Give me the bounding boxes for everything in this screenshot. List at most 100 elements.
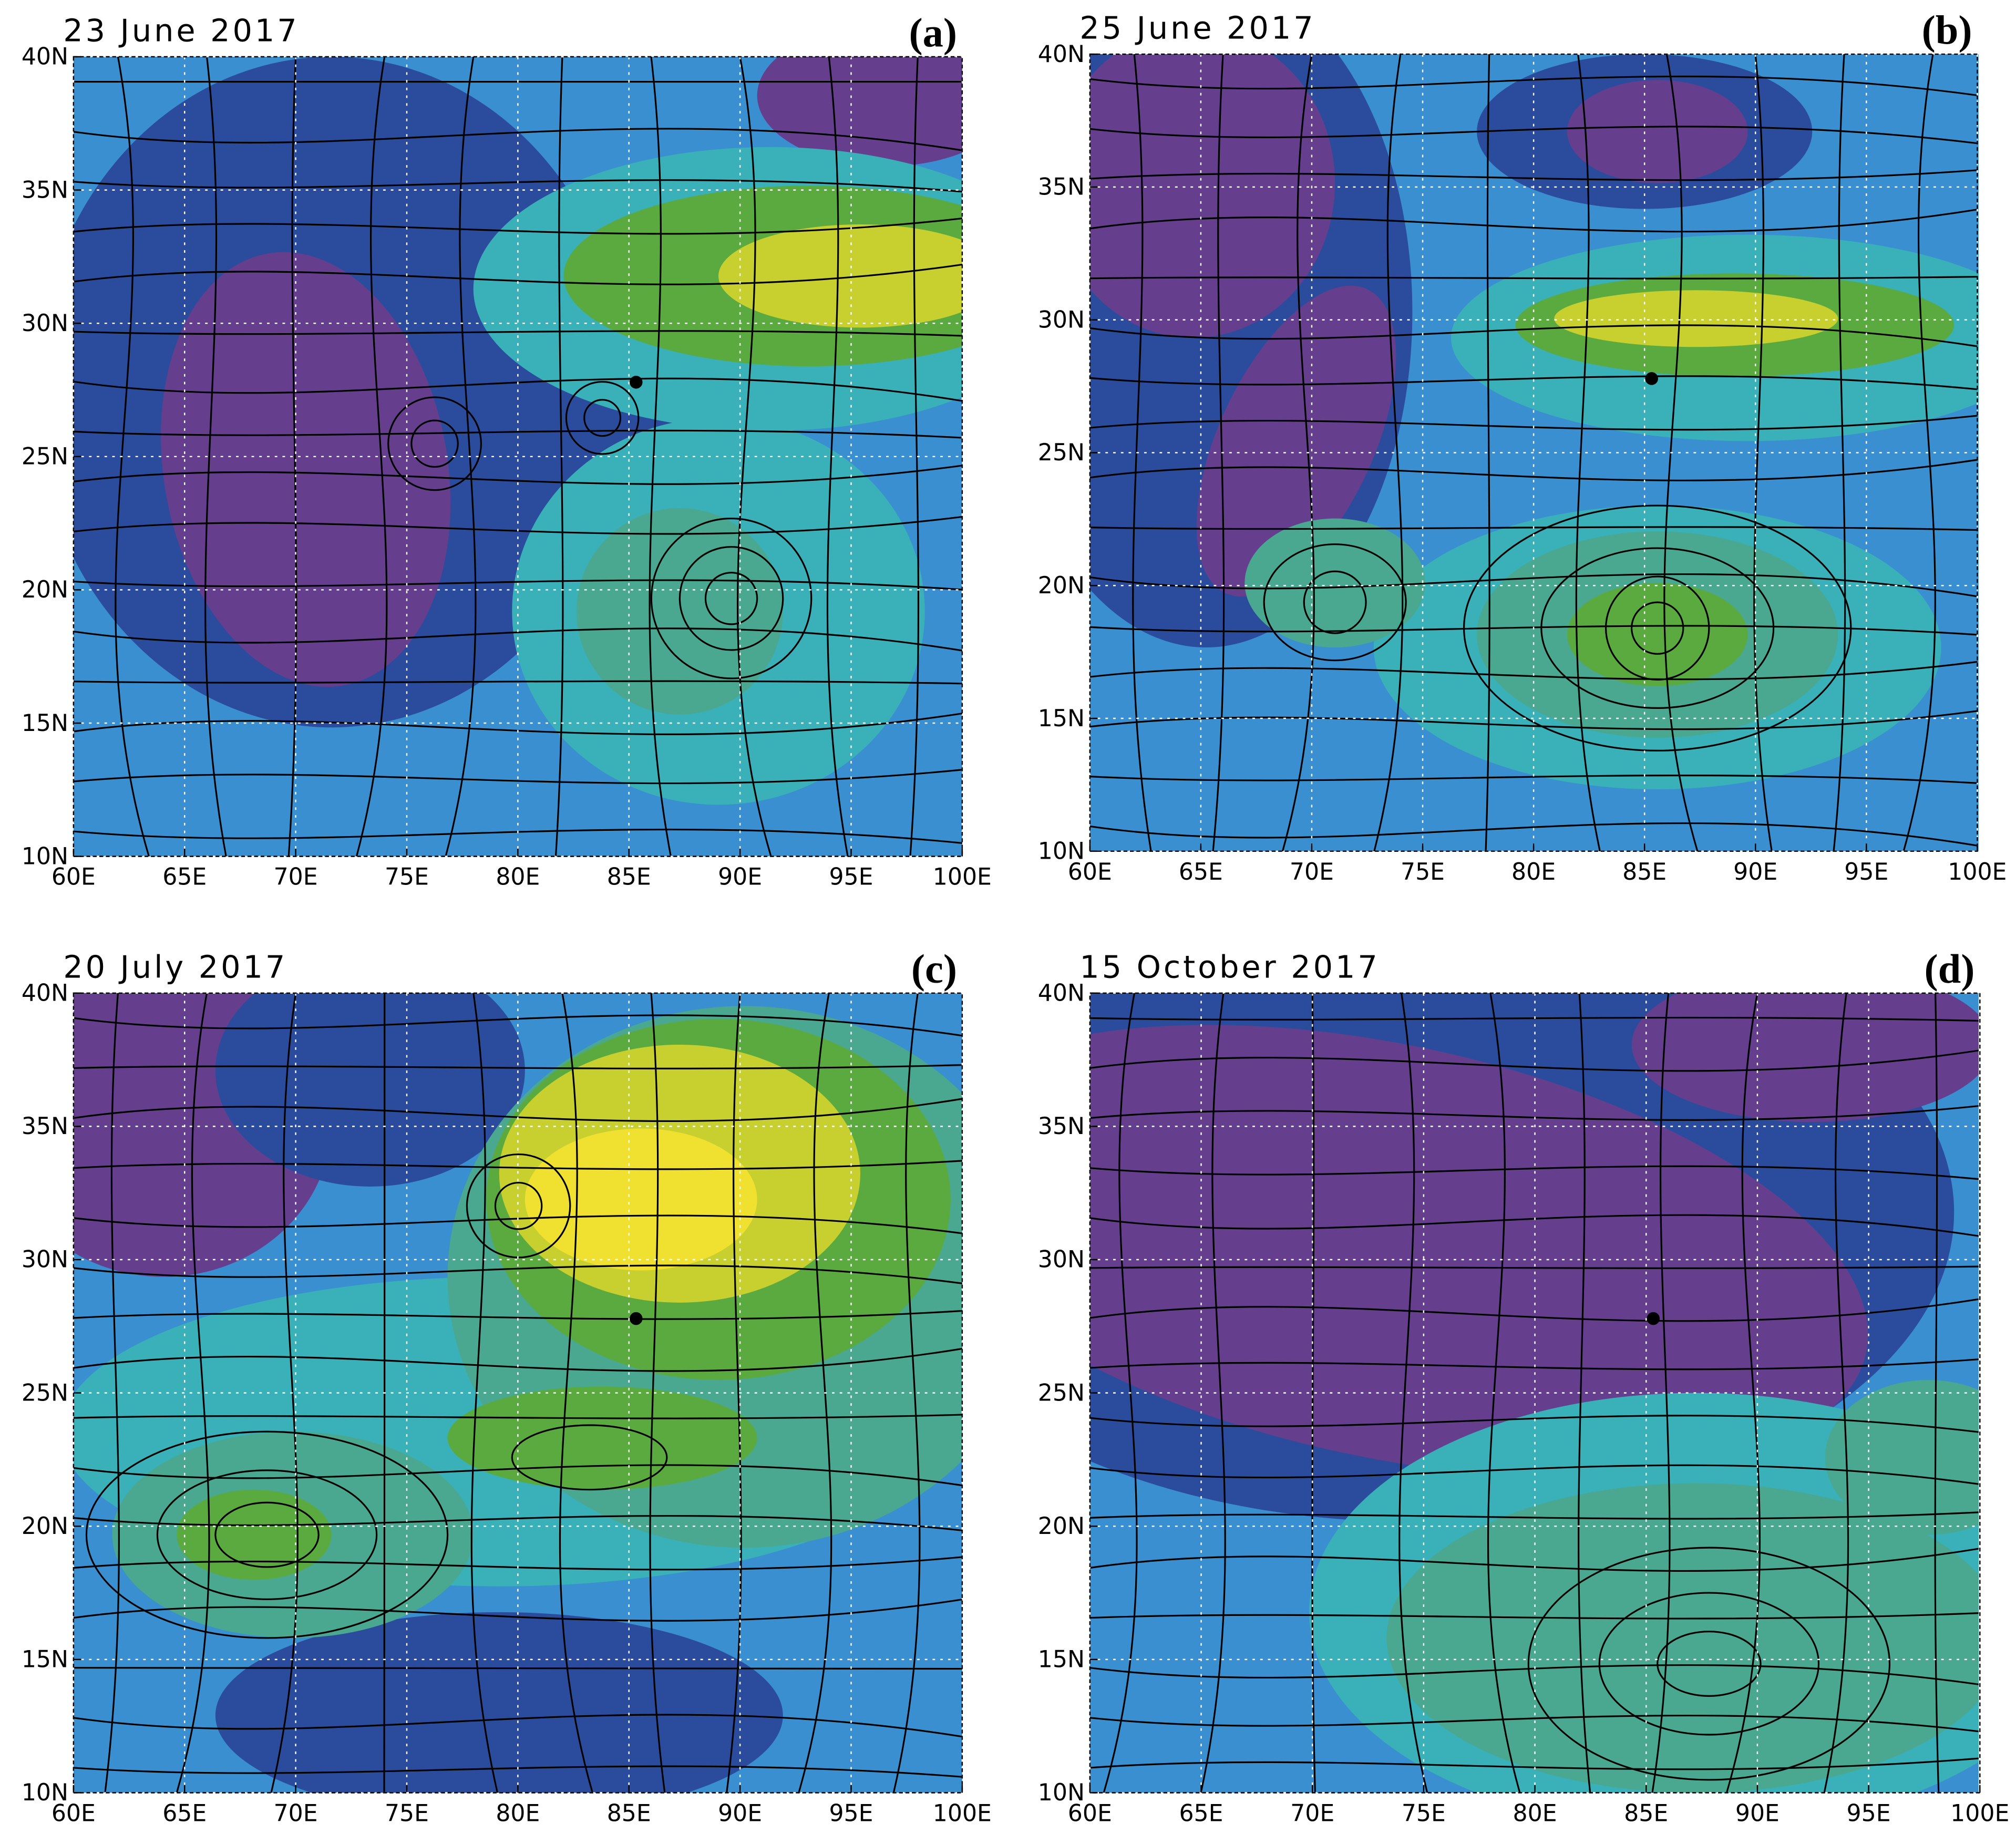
streamline bbox=[73, 1064, 962, 1069]
x-tick-label: 70E bbox=[1290, 1800, 1334, 1827]
streamline bbox=[73, 128, 962, 151]
x-tick-label: 95E bbox=[1847, 1800, 1891, 1827]
y-tick-label: 15N bbox=[22, 1646, 68, 1673]
frame bbox=[73, 992, 963, 1794]
x-tick-label: 70E bbox=[274, 1800, 318, 1827]
streamline bbox=[1089, 775, 1978, 784]
station-marker bbox=[1645, 372, 1658, 385]
x-tick-label: 60E bbox=[1068, 1800, 1112, 1827]
streamline bbox=[73, 465, 962, 485]
station-marker bbox=[630, 376, 643, 389]
streamline bbox=[1089, 573, 1978, 597]
panel-label: (d) bbox=[1924, 946, 1974, 992]
streamline bbox=[73, 1310, 962, 1320]
streamline bbox=[73, 579, 962, 591]
y-tick-label: 40N bbox=[1038, 41, 1085, 68]
y-tick-label: 35N bbox=[22, 177, 68, 203]
streamline bbox=[1089, 1415, 1979, 1433]
x-tick-label: 80E bbox=[1513, 1800, 1557, 1827]
y-tick-label: 15N bbox=[1038, 705, 1085, 732]
streamline bbox=[73, 1414, 962, 1419]
streamline bbox=[1089, 1664, 1979, 1685]
streamline bbox=[892, 993, 921, 1793]
panel-title: 23 June 2017 bbox=[63, 13, 299, 49]
streamline bbox=[204, 56, 227, 857]
streamline bbox=[1089, 1511, 1979, 1520]
streamline bbox=[73, 217, 962, 235]
x-tick-label: 65E bbox=[162, 1800, 207, 1827]
streamline bbox=[1089, 209, 1978, 233]
x-tick-label: 90E bbox=[1735, 1800, 1780, 1827]
streamline bbox=[1089, 1016, 1979, 1022]
streamline bbox=[1089, 1105, 1979, 1121]
x-tick-label: 90E bbox=[718, 1800, 762, 1827]
streamline bbox=[1485, 54, 1490, 851]
y-tick-label: 35N bbox=[1038, 174, 1085, 201]
streamline bbox=[73, 1666, 962, 1670]
y-tick-label: 20N bbox=[1038, 572, 1085, 599]
streamline bbox=[1398, 993, 1428, 1793]
streamline bbox=[1575, 54, 1601, 852]
streamline bbox=[1089, 1757, 1979, 1770]
streamline bbox=[73, 1347, 962, 1372]
x-tick-label: 70E bbox=[1290, 859, 1334, 885]
streamline bbox=[1089, 822, 1978, 847]
streamline bbox=[1578, 993, 1591, 1793]
y-tick-label: 40N bbox=[22, 44, 68, 70]
streamline bbox=[1089, 710, 1978, 730]
y-tick-label: 35N bbox=[1038, 1113, 1085, 1140]
streamline bbox=[1089, 459, 1978, 481]
y-tick-label: 25N bbox=[22, 1379, 68, 1406]
streamline bbox=[1089, 375, 1978, 390]
x-tick-label: 100E bbox=[1950, 1800, 2009, 1827]
streamline bbox=[287, 56, 297, 857]
y-tick-label: 25N bbox=[1038, 1379, 1085, 1406]
panel-label: (c) bbox=[911, 946, 957, 992]
field bbox=[1089, 54, 1979, 852]
streamline bbox=[1373, 54, 1404, 852]
streamline bbox=[1311, 993, 1316, 1793]
panel-title: 25 June 2017 bbox=[1079, 10, 1315, 46]
y-tick-label: 25N bbox=[22, 444, 68, 470]
streamline bbox=[73, 627, 962, 652]
streamline bbox=[73, 713, 962, 735]
x-tick-label: 85E bbox=[1624, 1800, 1668, 1827]
streamline bbox=[1089, 1464, 1979, 1485]
x-tick-label: 75E bbox=[385, 864, 429, 891]
streamline bbox=[1089, 1049, 1979, 1072]
y-tick-label: 20N bbox=[22, 1513, 68, 1540]
x-tick-label: 95E bbox=[829, 864, 873, 891]
y-tick-label: 25N bbox=[1038, 439, 1085, 466]
streamline bbox=[73, 828, 962, 844]
streamline bbox=[73, 1014, 962, 1037]
streamline bbox=[73, 429, 962, 439]
panel-label: (a) bbox=[909, 9, 957, 55]
frame bbox=[73, 56, 963, 857]
y-tick-label: 10N bbox=[1038, 1779, 1085, 1806]
streamline bbox=[909, 56, 920, 857]
streamline bbox=[1089, 625, 1978, 636]
station-marker bbox=[630, 1312, 643, 1325]
y-tick-label: 30N bbox=[22, 310, 68, 337]
streamline bbox=[73, 769, 962, 785]
panel-title: 15 October 2017 bbox=[1079, 949, 1380, 985]
y-tick-label: 20N bbox=[22, 576, 68, 603]
field bbox=[73, 993, 962, 1793]
streamline bbox=[176, 993, 210, 1793]
y-tick-label: 30N bbox=[22, 1246, 68, 1273]
x-tick-label: 65E bbox=[1179, 1800, 1223, 1827]
streamline bbox=[73, 1514, 962, 1531]
streamline bbox=[1200, 993, 1226, 1793]
streamline bbox=[1725, 993, 1761, 1793]
x-tick-label: 95E bbox=[829, 1800, 873, 1827]
x-tick-label: 80E bbox=[1511, 859, 1556, 885]
streamline bbox=[73, 263, 962, 285]
streamline bbox=[826, 56, 849, 857]
x-tick-label: 65E bbox=[1179, 859, 1223, 885]
y-tick-label: 10N bbox=[22, 1779, 68, 1806]
streamline bbox=[1823, 993, 1849, 1793]
y-tick-label: 10N bbox=[22, 843, 68, 870]
streamline bbox=[1089, 1214, 1979, 1237]
x-tick-label: 100E bbox=[933, 864, 992, 891]
